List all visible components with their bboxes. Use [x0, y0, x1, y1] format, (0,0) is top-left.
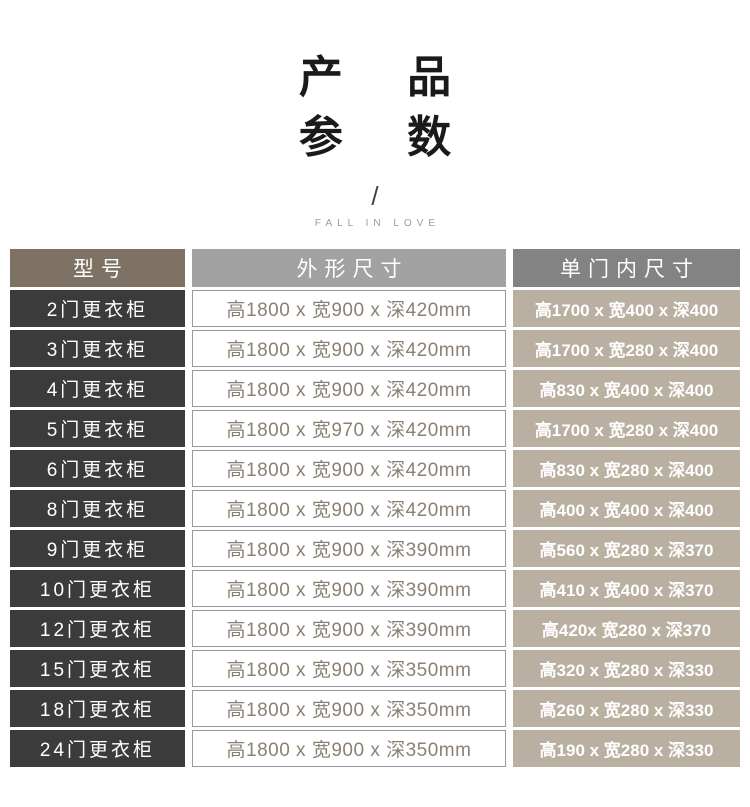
title-block: 产 品 参 数 / FALL IN LOVE: [0, 0, 750, 229]
inner-size-cell: 高830 x 宽400 x 深400: [513, 370, 740, 407]
outer-size-cell: 高1800 x 宽900 x 深390mm: [192, 610, 506, 647]
model-cell: 6门更衣柜: [10, 450, 185, 487]
column-header-inner-size: 单门内尺寸: [513, 249, 740, 287]
slash-divider: /: [371, 181, 379, 211]
outer-size-cell: 高1800 x 宽900 x 深390mm: [192, 570, 506, 607]
inner-size-cell: 高190 x 宽280 x 深330: [513, 730, 740, 767]
outer-size-cell: 高1800 x 宽900 x 深350mm: [192, 690, 506, 727]
outer-size-cell: 高1800 x 宽900 x 深390mm: [192, 530, 506, 567]
column-header-model: 型号: [10, 249, 185, 287]
model-cell: 5门更衣柜: [10, 410, 185, 447]
subtitle: FALL IN LOVE: [314, 218, 441, 229]
model-cell: 18门更衣柜: [10, 690, 185, 727]
model-cell: 24门更衣柜: [10, 730, 185, 767]
outer-size-cell: 高1800 x 宽900 x 深420mm: [192, 450, 506, 487]
inner-size-cell: 高560 x 宽280 x 深370: [513, 530, 740, 567]
model-cell: 2门更衣柜: [10, 290, 185, 327]
model-cell: 12门更衣柜: [10, 610, 185, 647]
spec-table: 型号 外形尺寸 单门内尺寸 2门更衣柜 高1800 x 宽900 x 深420m…: [10, 249, 740, 767]
inner-size-cell: 高1700 x 宽280 x 深400: [513, 410, 740, 447]
outer-size-cell: 高1800 x 宽900 x 深350mm: [192, 730, 506, 767]
inner-size-cell: 高1700 x 宽400 x 深400: [513, 290, 740, 327]
outer-size-cell: 高1800 x 宽900 x 深420mm: [192, 490, 506, 527]
inner-size-cell: 高830 x 宽280 x 深400: [513, 450, 740, 487]
inner-size-cell: 高410 x 宽400 x 深370: [513, 570, 740, 607]
page-title-line-2: 参 数: [298, 113, 478, 162]
inner-size-cell: 高260 x 宽280 x 深330: [513, 690, 740, 727]
outer-size-cell: 高1800 x 宽970 x 深420mm: [192, 410, 506, 447]
column-header-outer-size: 外形尺寸: [192, 249, 506, 287]
outer-size-cell: 高1800 x 宽900 x 深350mm: [192, 650, 506, 687]
outer-size-cell: 高1800 x 宽900 x 深420mm: [192, 330, 506, 367]
outer-size-cell: 高1800 x 宽900 x 深420mm: [192, 370, 506, 407]
model-cell: 3门更衣柜: [10, 330, 185, 367]
model-cell: 4门更衣柜: [10, 370, 185, 407]
model-cell: 8门更衣柜: [10, 490, 185, 527]
model-cell: 15门更衣柜: [10, 650, 185, 687]
outer-size-cell: 高1800 x 宽900 x 深420mm: [192, 290, 506, 327]
inner-size-cell: 高400 x 宽400 x 深400: [513, 490, 740, 527]
model-cell: 9门更衣柜: [10, 530, 185, 567]
page-title-line-1: 产 品: [298, 53, 478, 102]
inner-size-cell: 高1700 x 宽280 x 深400: [513, 330, 740, 367]
model-cell: 10门更衣柜: [10, 570, 185, 607]
inner-size-cell: 高320 x 宽280 x 深330: [513, 650, 740, 687]
inner-size-cell: 高420x 宽280 x 深370: [513, 610, 740, 647]
